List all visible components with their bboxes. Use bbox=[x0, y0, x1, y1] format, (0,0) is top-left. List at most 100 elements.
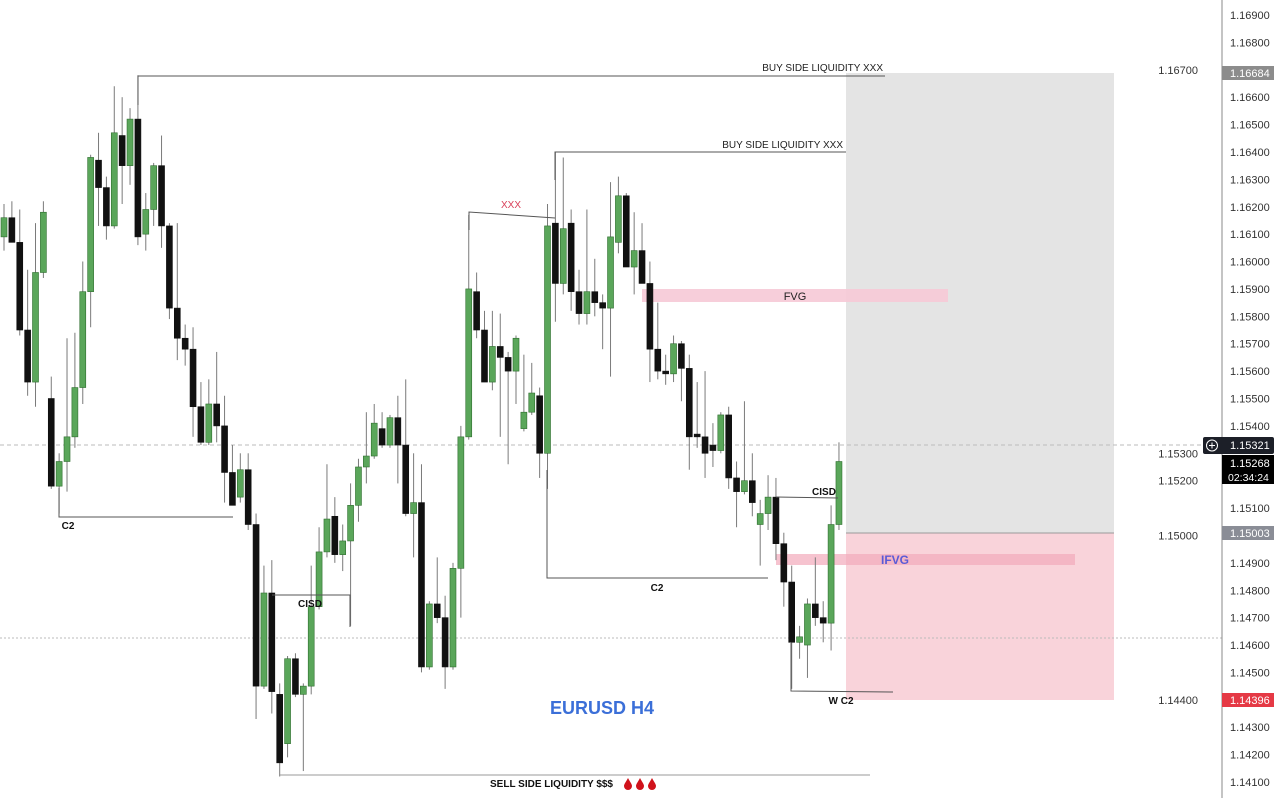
svg-text:1.14396: 1.14396 bbox=[1230, 695, 1270, 707]
candle-bearish bbox=[213, 351, 220, 443]
candle-body bbox=[189, 348, 197, 408]
candle-body bbox=[749, 480, 756, 503]
cisd-right-line[interactable] bbox=[775, 496, 839, 499]
candle-bearish bbox=[591, 258, 599, 317]
candle-bearish bbox=[197, 382, 205, 446]
price-tick-label: 1.16300 bbox=[1230, 174, 1270, 186]
candle-bullish bbox=[323, 464, 331, 558]
candle-bullish bbox=[607, 182, 614, 377]
candle-bullish bbox=[796, 625, 803, 659]
w-c2-line[interactable] bbox=[790, 643, 894, 693]
price-tick-label: 1.16900 bbox=[1230, 10, 1270, 22]
candle-body bbox=[418, 502, 425, 668]
xxx-line[interactable] bbox=[468, 211, 556, 230]
bsl-top-line[interactable] bbox=[137, 75, 885, 105]
candle-body bbox=[812, 603, 819, 618]
candle-body bbox=[386, 417, 394, 446]
candle-bullish bbox=[205, 379, 213, 446]
price-tick-label: 1.14300 bbox=[1230, 722, 1270, 734]
candle-bearish bbox=[276, 683, 283, 777]
candle-bearish bbox=[402, 379, 410, 517]
candle-body bbox=[772, 496, 780, 544]
candle-bullish bbox=[260, 565, 268, 689]
candle-body bbox=[347, 505, 354, 542]
cisd-left-line[interactable] bbox=[272, 594, 351, 627]
price-tick-label: 1.16400 bbox=[1230, 147, 1270, 159]
candle-body bbox=[355, 466, 362, 506]
target-zone[interactable] bbox=[846, 73, 1114, 533]
candle-body bbox=[638, 250, 646, 284]
candle-bearish bbox=[24, 269, 31, 396]
c2-mid-line[interactable] bbox=[546, 470, 768, 579]
candle-bullish bbox=[827, 505, 835, 651]
price-tick-label: 1.16800 bbox=[1230, 37, 1270, 49]
candle-bearish bbox=[394, 395, 402, 484]
candle-body bbox=[284, 658, 291, 744]
candle-bearish bbox=[181, 324, 189, 366]
price-tick-label: 1.15800 bbox=[1230, 311, 1270, 323]
candle-bearish bbox=[733, 461, 740, 528]
candle-bearish bbox=[103, 176, 110, 240]
candle-body bbox=[213, 403, 220, 427]
price-tick-label: 1.16200 bbox=[1230, 202, 1270, 214]
c2-mid-label: C2 bbox=[651, 583, 664, 594]
candle-body bbox=[646, 283, 654, 350]
svg-text:1.15268: 1.15268 bbox=[1230, 458, 1270, 470]
price-tick-label: 1.14500 bbox=[1230, 667, 1270, 679]
candle-bullish bbox=[544, 204, 551, 489]
candle-bearish bbox=[693, 382, 701, 448]
bsl-mid-line[interactable] bbox=[554, 151, 846, 180]
candle-bullish bbox=[32, 223, 39, 407]
candle-bearish bbox=[685, 354, 693, 470]
svg-text:1.15003: 1.15003 bbox=[1230, 528, 1270, 540]
candle-body bbox=[449, 568, 457, 668]
candle-body bbox=[780, 543, 788, 583]
candle-bullish bbox=[0, 204, 8, 251]
candle-body bbox=[615, 195, 622, 243]
candle-body bbox=[370, 422, 378, 457]
candle-body bbox=[599, 302, 606, 309]
candle-bearish bbox=[709, 423, 717, 467]
candle-bearish bbox=[654, 302, 662, 380]
candle-body bbox=[426, 603, 433, 668]
xxx-label: XXX bbox=[501, 200, 521, 211]
candle-body bbox=[504, 357, 512, 372]
candle-body bbox=[654, 348, 662, 372]
candle-body bbox=[323, 518, 331, 553]
svg-text:1.15321: 1.15321 bbox=[1230, 440, 1270, 452]
candle-body bbox=[741, 480, 748, 492]
price-tick-label: 1.16500 bbox=[1230, 120, 1270, 132]
candle-body bbox=[804, 603, 811, 646]
price-axis[interactable]: 1.16900 1.16800 1.16700 1.16600 1.16500 1.164… bbox=[1158, 10, 1270, 789]
candle-bearish bbox=[189, 327, 197, 437]
candle-body bbox=[544, 225, 551, 454]
plus-circle-icon[interactable] bbox=[1206, 439, 1218, 452]
drop-icon bbox=[636, 778, 644, 790]
candle-bearish bbox=[16, 209, 24, 336]
candle-body bbox=[819, 617, 827, 624]
candle-body bbox=[150, 165, 157, 210]
candle-bullish bbox=[465, 214, 473, 440]
c2-left-line[interactable] bbox=[58, 488, 233, 518]
candle-body bbox=[197, 406, 205, 443]
fvg-zone[interactable] bbox=[642, 289, 948, 302]
price-tick-label: 1.15500 bbox=[1230, 394, 1270, 406]
candle-bullish bbox=[583, 209, 591, 325]
candle-body bbox=[237, 469, 244, 498]
candle-bearish bbox=[292, 653, 299, 698]
candle-bearish bbox=[638, 223, 646, 284]
candle-body bbox=[103, 187, 110, 227]
candle-bullish bbox=[355, 458, 362, 522]
candle-body bbox=[835, 461, 843, 525]
candle-bearish bbox=[622, 193, 630, 268]
candle-bearish bbox=[47, 376, 55, 489]
ifvg-zone[interactable] bbox=[776, 554, 1075, 565]
candle-body bbox=[670, 343, 677, 375]
annotation-lines bbox=[58, 75, 894, 776]
candle-bearish bbox=[158, 135, 165, 248]
ssl-label: SELL SIDE LIQUIDITY $$$ bbox=[490, 779, 613, 790]
candle-bullish bbox=[449, 562, 457, 670]
candle-body bbox=[678, 343, 685, 369]
candle-body bbox=[32, 272, 39, 383]
